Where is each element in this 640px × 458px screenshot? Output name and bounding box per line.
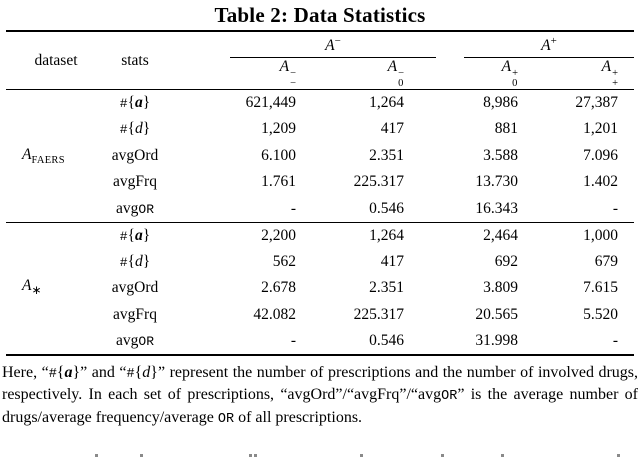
stat-label-avgor: avgOR: [116, 331, 154, 349]
cut-off-next-line: [0, 452, 640, 458]
cell-value: 2.678: [261, 279, 296, 297]
cell-value: 7.096: [583, 146, 618, 164]
group-label-a-minus: A−: [230, 35, 436, 58]
cell-value: 7.615: [583, 279, 618, 297]
table-header: dataset stats A− A+ A − − A −0 A +0 A + +: [6, 31, 634, 90]
stat-label-avgor: avgOR: [116, 199, 154, 217]
cell-value: 417: [380, 252, 404, 270]
cell-value: 562: [272, 252, 296, 270]
col-header-a-minus-minus: A − −: [279, 58, 296, 89]
cell-value: 1,201: [583, 120, 618, 138]
cell-value: -: [612, 331, 618, 349]
stat-label-avgfrq: avgFrq: [113, 173, 157, 191]
cell-value: 6.100: [261, 146, 296, 164]
stat-label-avgfrq: avgFrq: [113, 305, 157, 323]
cell-value: 3.809: [483, 279, 518, 297]
col-header-a-minus-zero: A −0: [387, 58, 404, 89]
stat-label-avgord: avgOrd: [111, 279, 159, 297]
col-header-stats: stats: [121, 51, 149, 69]
hash-glyph: #: [119, 96, 128, 111]
col-header-a-plus-zero: A +0: [501, 58, 518, 89]
cell-value: 20.565: [475, 305, 518, 323]
col-group-a-plus: A+: [444, 31, 634, 58]
data-statistics-table: dataset stats A− A+ A − − A −0 A +0 A + + AFAE…: [6, 30, 634, 356]
cell-value: 0.546: [369, 331, 404, 349]
cell-value: -: [290, 199, 296, 217]
col-group-a-minus: A−: [178, 31, 436, 58]
hash-glyph: #: [48, 366, 57, 382]
cell-value: 881: [494, 120, 518, 138]
table-row: #{d} 1,209 417 881 1,201: [6, 116, 634, 143]
table-row: #{d} 562 417 692 679: [6, 249, 634, 276]
cell-value: 8,986: [483, 94, 518, 111]
dataset-label-afaers: AFAERS: [22, 145, 65, 166]
stat-label-num-prescriptions: #{a}: [119, 94, 151, 111]
cell-value: 1.761: [261, 173, 296, 191]
cell-value: 1,264: [369, 94, 404, 111]
table-row: avgOR - 0.546 31.998 -: [6, 328, 634, 355]
subcol-header-row: A − − A −0 A +0 A + +: [6, 58, 634, 90]
cell-value: 225.317: [353, 173, 404, 191]
table-caption: Table 2: Data Statistics: [214, 3, 426, 27]
stat-label-num-drugs: #{d}: [119, 120, 151, 138]
table-footnote: Here, “#{a}” and “#{d}” represent the nu…: [2, 363, 639, 427]
group-a-star: A∗ #{a} 2,200 1,264 2,464 1,000 #{d} 562…: [6, 222, 634, 355]
cell-value: 13.730: [475, 173, 518, 191]
cell-value: 1,209: [261, 120, 296, 138]
cell-value: 417: [380, 120, 404, 138]
col-header-dataset: dataset: [34, 51, 78, 69]
hash-glyph: #: [126, 366, 135, 382]
cell-value: -: [612, 199, 618, 217]
hash-glyph: #: [119, 228, 128, 244]
cell-value: 2.351: [369, 279, 404, 297]
table-row: avgFrq 42.082 225.317 20.565 5.520: [6, 302, 634, 329]
cell-value: 3.588: [483, 146, 518, 164]
group-faers: AFAERS #{a} 621,449 1,264 8,986 27,387 #…: [6, 90, 634, 223]
cell-value: 16.343: [475, 199, 518, 217]
cell-value: 1,000: [583, 226, 618, 244]
cell-value: 225.317: [353, 305, 404, 323]
cell-value: 5.520: [583, 305, 618, 323]
column-spacer: [412, 90, 444, 117]
cell-value: 679: [594, 252, 618, 270]
table-row: A∗ #{a} 2,200 1,264 2,464 1,000: [6, 222, 634, 298]
hash-glyph: #: [119, 122, 128, 138]
cell-value: 621,449: [245, 94, 296, 111]
cell-value: 692: [494, 252, 518, 270]
cell-value: 2,464: [483, 226, 518, 244]
cell-value: 2,200: [261, 226, 296, 244]
cell-value: 27,387: [575, 94, 618, 111]
table-row: avgFrq 1.761 225.317 13.730 1.402: [6, 169, 634, 196]
cell-value: 1.402: [583, 173, 618, 191]
table-row: avgOrd 6.100 2.351 3.588 7.096: [6, 143, 634, 170]
table-row: avgOR - 0.546 16.343 -: [6, 196, 634, 223]
column-spacer: [412, 31, 444, 90]
col-header-a-plus-plus: A + +: [601, 58, 618, 89]
stat-label-num-prescriptions: #{a}: [119, 226, 151, 244]
group-label-a-plus: A+: [464, 35, 634, 58]
cell-value: 0.546: [369, 199, 404, 217]
cell-value: 1,264: [369, 226, 404, 244]
cell-value: 31.998: [475, 331, 518, 349]
cell-value: -: [290, 331, 296, 349]
hash-glyph: #: [119, 254, 128, 270]
group-header-row: dataset stats A− A+: [6, 31, 634, 69]
dataset-label-a-star: A∗: [22, 277, 42, 298]
cell-value: 42.082: [253, 305, 296, 323]
stat-label-num-drugs: #{d}: [119, 252, 151, 270]
table-row: AFAERS #{a} 621,449 1,264 8,986 27,387: [6, 90, 634, 166]
cell-value: 2.351: [369, 146, 404, 164]
table-row: avgOrd 2.678 2.351 3.809 7.615: [6, 275, 634, 302]
stat-label-avgord: avgOrd: [111, 146, 159, 164]
